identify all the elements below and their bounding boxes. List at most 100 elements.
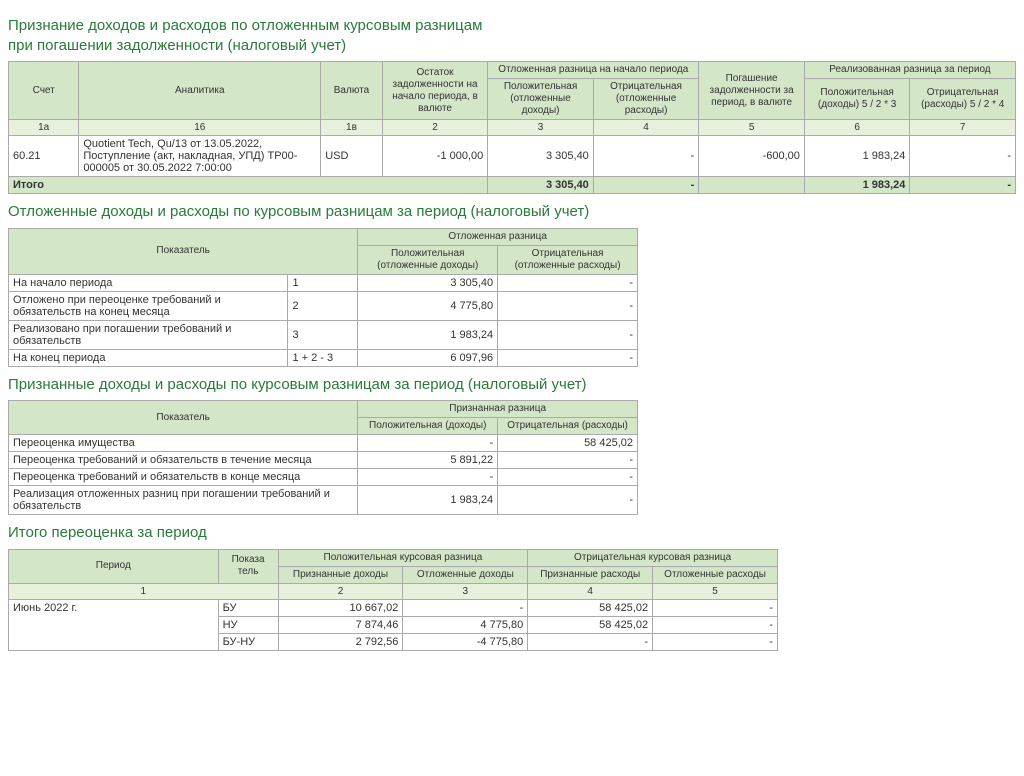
cell-n: 1 — [288, 274, 358, 291]
total-label: Итого — [9, 177, 488, 194]
h-rexp: Признанные расходы — [528, 566, 653, 583]
total-pos: 3 305,40 — [488, 177, 594, 194]
cell-period: Июнь 2022 г. — [9, 599, 219, 650]
cell-name: Переоценка имущества — [9, 435, 358, 452]
total-rneg: - — [910, 177, 1016, 194]
h-neg: Отрицательная (расходы) — [498, 418, 638, 435]
cell-analytics: Quotient Tech, Qu/13 от 13.05.2022, Пост… — [79, 136, 321, 177]
table2: Показатель Отложенная разница Положитель… — [8, 228, 638, 367]
h-neg-diff: Отрицательная курсовая разница — [528, 549, 778, 566]
cell-n: 2 — [288, 291, 358, 320]
cell-pos: 1 983,24 — [358, 320, 498, 349]
table1: Счет Аналитика Валюта Остаток задолженно… — [8, 61, 1016, 194]
h-repay: Погашение задолженности за период, в вал… — [699, 62, 805, 120]
h-indicator: Показа тель — [218, 549, 278, 583]
table-row: Реализация отложенных разниц при погашен… — [9, 486, 638, 515]
cell-name: Переоценка требований и обязательств в к… — [9, 469, 358, 486]
cell-rpos: 1 983,24 — [804, 136, 910, 177]
cell-neg: - — [498, 469, 638, 486]
cell-pos: 5 891,22 — [358, 452, 498, 469]
h-rinc: Признанные доходы — [278, 566, 403, 583]
h-neg: Отрицательная (отложенные расходы) — [498, 245, 638, 274]
cell-dinc: -4 775,80 — [403, 633, 528, 650]
h-recognized: Признанная разница — [358, 401, 638, 418]
coln: 1в — [321, 120, 383, 136]
cell-name: Отложено при переоценке требований и обя… — [9, 291, 288, 320]
h-analytics: Аналитика — [79, 62, 321, 120]
cell-neg: - — [593, 136, 699, 177]
h-pos: Положительная (доходы) — [358, 418, 498, 435]
cell-dexp: - — [653, 633, 778, 650]
coln: 3 — [403, 583, 528, 599]
cell-rexp: 58 425,02 — [528, 616, 653, 633]
table3: Показатель Признанная разница Положитель… — [8, 400, 638, 515]
table-row: Июнь 2022 г. БУ 10 667,02 - 58 425,02 - — [9, 599, 778, 616]
cell-name: На конец периода — [9, 349, 288, 366]
cell-dinc: 4 775,80 — [403, 616, 528, 633]
h-acct: Счет — [9, 62, 79, 120]
section3-title: Признанные доходы и расходы по курсовым … — [8, 375, 1016, 395]
cell-rneg: - — [910, 136, 1016, 177]
cell-pos: 6 097,96 — [358, 349, 498, 366]
h-realized: Реализованная разница за период — [804, 62, 1015, 79]
cell-neg: - — [498, 291, 638, 320]
table-total: Итого 3 305,40 - 1 983,24 - — [9, 177, 1016, 194]
table-row: На конец периода1 + 2 - 36 097,96- — [9, 349, 638, 366]
cell-name: Переоценка требований и обязательств в т… — [9, 452, 358, 469]
h-indicator: Показатель — [9, 228, 358, 274]
table-row: Переоценка имущества-58 425,02 — [9, 435, 638, 452]
cell-rinc: 10 667,02 — [278, 599, 403, 616]
coln: 1а — [9, 120, 79, 136]
section1-title: Признание доходов и расходов по отложенн… — [8, 16, 1016, 55]
section4-title: Итого переоценка за период — [8, 523, 1016, 543]
table-row: 60.21 Quotient Tech, Qu/13 от 13.05.2022… — [9, 136, 1016, 177]
cell-neg: - — [498, 486, 638, 515]
h-rneg: Отрицательная (расходы) 5 / 2 * 4 — [910, 79, 1016, 120]
h-rpos: Положительная (доходы) 5 / 2 * 3 — [804, 79, 910, 120]
table-row: Реализовано при погашении требований и о… — [9, 320, 638, 349]
cell-neg: - — [498, 349, 638, 366]
h-currency: Валюта — [321, 62, 383, 120]
cell-pos: - — [358, 435, 498, 452]
table-row: Отложено при переоценке требований и обя… — [9, 291, 638, 320]
cell-dexp: - — [653, 616, 778, 633]
h-dexp: Отложенные расходы — [653, 566, 778, 583]
cell-rexp: 58 425,02 — [528, 599, 653, 616]
h-pos-diff: Положительная курсовая разница — [278, 549, 528, 566]
coln: 7 — [910, 120, 1016, 136]
h-deferred: Отложенная разница — [358, 228, 638, 245]
coln: 1 — [9, 583, 279, 599]
cell-neg: - — [498, 320, 638, 349]
cell-neg: - — [498, 452, 638, 469]
coln: 2 — [382, 120, 488, 136]
cell-rexp: - — [528, 633, 653, 650]
coln: 4 — [528, 583, 653, 599]
cell-repay: -600,00 — [699, 136, 805, 177]
h-dinc: Отложенные доходы — [403, 566, 528, 583]
cell-name: На начало периода — [9, 274, 288, 291]
table-row: Переоценка требований и обязательств в т… — [9, 452, 638, 469]
cell-ind: БУ — [218, 599, 278, 616]
table4: Период Показа тель Положительная курсова… — [8, 549, 778, 651]
cell-pos: 3 305,40 — [358, 274, 498, 291]
coln: 16 — [79, 120, 321, 136]
coln: 4 — [593, 120, 699, 136]
section2-title: Отложенные доходы и расходы по курсовым … — [8, 202, 1016, 222]
cell-name: Реализация отложенных разниц при погашен… — [9, 486, 358, 515]
cell-dexp: - — [653, 599, 778, 616]
cell-pos: - — [358, 469, 498, 486]
h-neg: Отрицательная (отложенные расходы) — [593, 79, 699, 120]
cell-acct: 60.21 — [9, 136, 79, 177]
coln: 3 — [488, 120, 594, 136]
h-pos: Положительная (отложенные доходы) — [358, 245, 498, 274]
coln: 5 — [699, 120, 805, 136]
h-pos: Положительная (отложенные доходы) — [488, 79, 594, 120]
coln: 2 — [278, 583, 403, 599]
cell-rinc: 7 874,46 — [278, 616, 403, 633]
cell-pos: 1 983,24 — [358, 486, 498, 515]
cell-name: Реализовано при погашении требований и о… — [9, 320, 288, 349]
h-deferred: Отложенная разница на начало периода — [488, 62, 699, 79]
total-rpos: 1 983,24 — [804, 177, 910, 194]
cell-currency: USD — [321, 136, 383, 177]
cell-ind: НУ — [218, 616, 278, 633]
